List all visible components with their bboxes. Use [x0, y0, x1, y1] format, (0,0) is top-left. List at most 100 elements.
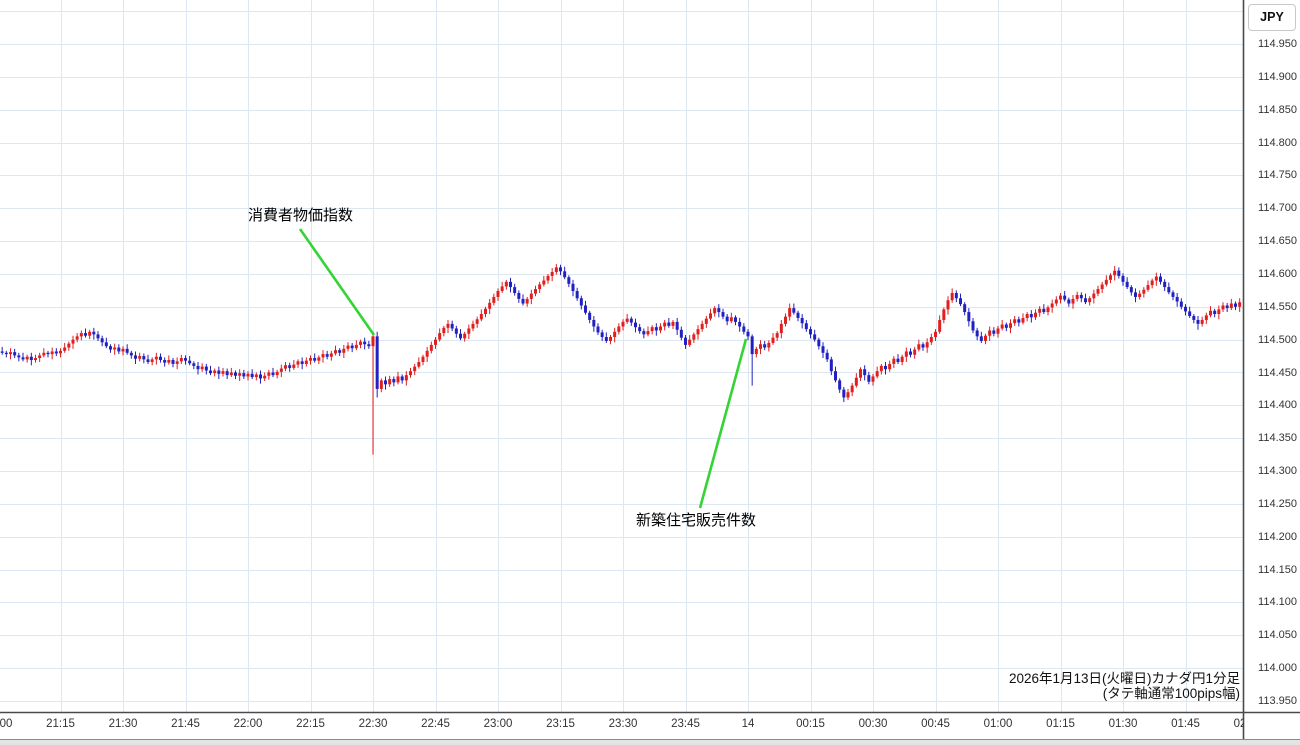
time-tick-label: 22:15 [296, 718, 325, 730]
candle-body [213, 370, 217, 374]
time-tick-label: 21:00 [0, 718, 13, 730]
candle-body [142, 356, 146, 360]
candle-body [917, 344, 921, 350]
candle-body [246, 373, 250, 377]
candle-body [221, 371, 225, 374]
candle-body [217, 370, 221, 374]
candle-body [517, 293, 521, 299]
candle-body [467, 328, 471, 334]
candle-body [863, 369, 867, 376]
event-annotation-label: 新築住宅販売件数 [636, 512, 757, 529]
candle-body [675, 321, 679, 330]
candle-body [913, 349, 917, 355]
candle-body [513, 287, 517, 294]
price-tick-label: 114.500 [1258, 333, 1297, 346]
time-tick-label: 01:00 [983, 718, 1013, 730]
candle-body [1046, 307, 1050, 313]
candle-body [604, 337, 608, 341]
candle-body [267, 372, 271, 376]
time-tick-label: 23:30 [608, 718, 638, 730]
candle-body [750, 336, 754, 355]
candle-body [1134, 292, 1137, 297]
candle-body [184, 358, 187, 361]
currency-badge: JPY [1248, 4, 1296, 31]
candle-body [629, 318, 633, 323]
candle-body [625, 318, 629, 322]
candle-body [767, 342, 771, 348]
candle-body [829, 359, 833, 372]
candle-body [1171, 292, 1175, 297]
candle-body [1238, 302, 1242, 307]
candle-body [984, 335, 987, 341]
candle-body [1013, 319, 1017, 324]
candle-body [1113, 270, 1117, 276]
candle-body [534, 289, 537, 294]
candle-body [796, 312, 800, 318]
price-tick-label: 114.800 [1258, 136, 1297, 149]
candle-body [338, 350, 342, 353]
candle-body [909, 351, 912, 355]
candle-body [1084, 298, 1087, 303]
candle-body [834, 371, 837, 381]
candle-body [1109, 275, 1112, 280]
candle-body [788, 308, 792, 317]
candle-body [459, 333, 462, 339]
candle-body [563, 271, 567, 278]
candle-body [54, 351, 58, 354]
price-tick-label: 114.400 [1258, 399, 1297, 412]
candle-body [938, 319, 942, 332]
candle-body [125, 348, 129, 353]
candle-body [1175, 296, 1179, 302]
candle-body [104, 342, 108, 347]
time-tick-label: 22:00 [233, 718, 263, 730]
candle-body [392, 379, 396, 383]
candle-body [1138, 293, 1142, 297]
candle-body [804, 323, 808, 330]
candle-body [379, 380, 383, 389]
candle-body [400, 376, 404, 381]
candle-body [475, 319, 479, 324]
time-tick-label: 01:45 [1171, 718, 1200, 730]
candle-body [417, 361, 421, 367]
candle-body [350, 345, 354, 349]
candle-body [1029, 314, 1033, 318]
candle-body [617, 326, 621, 332]
candle-body [634, 322, 637, 328]
candle-body [342, 348, 346, 353]
candle-body [1071, 298, 1075, 304]
candle-body [238, 373, 242, 376]
candle-body [959, 298, 962, 305]
candle-body [446, 323, 450, 328]
candle-body [63, 347, 67, 351]
candle-body [1184, 306, 1187, 312]
candle-body [242, 373, 246, 377]
candle-body [771, 337, 775, 343]
time-tick-label: 21:45 [171, 718, 200, 730]
candle-body [1229, 303, 1233, 309]
candle-body [1188, 311, 1192, 316]
candle-body [842, 389, 846, 398]
candle-body [354, 344, 358, 349]
time-axis: 21:00 21:15 21:30 21:45 22:00 22:15 22:30 22:45… [0, 713, 1244, 740]
candle-body [500, 286, 504, 292]
candle-body [84, 333, 87, 336]
candle-body [704, 318, 708, 324]
candle-body [1054, 299, 1058, 304]
candle-body [1067, 299, 1071, 304]
candle-body [1129, 287, 1133, 293]
price-tick-label: 114.950 [1258, 38, 1297, 50]
candle-body [1209, 310, 1212, 316]
candle-body [650, 327, 654, 332]
candle-body [663, 322, 667, 327]
time-tick-label: 01:30 [1108, 718, 1138, 730]
price-tick-label: 114.900 [1258, 70, 1297, 83]
candle-body [854, 377, 858, 386]
candle-body [334, 350, 337, 354]
candle-body [363, 341, 367, 345]
candle-body [546, 275, 550, 281]
candle-body [509, 281, 512, 288]
candle-body [538, 284, 542, 290]
candle-body [313, 358, 317, 361]
